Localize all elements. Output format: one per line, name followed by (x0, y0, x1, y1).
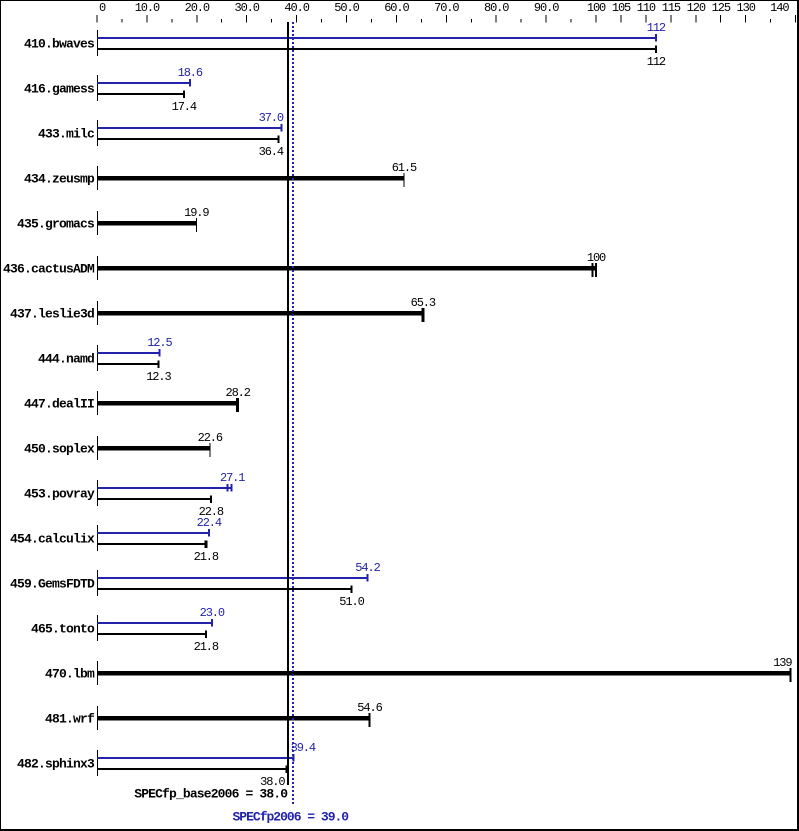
svg-text:120: 120 (687, 1, 706, 15)
svg-text:112: 112 (647, 55, 666, 69)
svg-text:436.cactusADM: 436.cactusADM (3, 262, 95, 277)
svg-text:10.0: 10.0 (135, 1, 160, 15)
svg-text:470.lbm: 470.lbm (45, 667, 95, 682)
svg-text:444.namd: 444.namd (38, 352, 94, 367)
svg-text:20.0: 20.0 (185, 1, 210, 15)
svg-text:22.4: 22.4 (197, 516, 222, 530)
svg-text:0: 0 (99, 1, 106, 15)
svg-text:17.4: 17.4 (172, 100, 197, 114)
svg-text:100: 100 (587, 251, 606, 265)
svg-text:433.milc: 433.milc (38, 127, 95, 142)
svg-text:36.4: 36.4 (259, 145, 284, 159)
svg-text:12.5: 12.5 (147, 336, 172, 350)
svg-text:65.3: 65.3 (411, 296, 436, 310)
svg-text:SPECfp_base2006 = 38.0: SPECfp_base2006 = 38.0 (134, 787, 288, 802)
svg-text:61.5: 61.5 (392, 161, 417, 175)
svg-text:27.1: 27.1 (220, 471, 245, 485)
svg-text:454.calculix: 454.calculix (10, 532, 95, 547)
svg-text:100: 100 (587, 1, 606, 15)
svg-text:50.0: 50.0 (334, 1, 359, 15)
svg-text:18.6: 18.6 (178, 66, 203, 80)
svg-text:SPECfp2006 = 39.0: SPECfp2006 = 39.0 (232, 809, 349, 824)
svg-text:459.GemsFDTD: 459.GemsFDTD (10, 577, 95, 592)
svg-text:447.dealII: 447.dealII (24, 397, 94, 412)
svg-text:105: 105 (612, 1, 631, 15)
svg-text:435.gromacs: 435.gromacs (17, 217, 95, 232)
svg-text:23.0: 23.0 (200, 606, 225, 620)
svg-text:110: 110 (637, 1, 656, 15)
svg-text:90.0: 90.0 (534, 1, 559, 15)
svg-text:125: 125 (712, 1, 731, 15)
svg-text:12.3: 12.3 (146, 370, 171, 384)
svg-text:115: 115 (662, 1, 681, 15)
svg-text:465.tonto: 465.tonto (31, 622, 95, 637)
svg-text:453.povray: 453.povray (24, 487, 95, 502)
svg-text:450.soplex: 450.soplex (24, 442, 95, 457)
svg-text:39.4: 39.4 (291, 741, 316, 755)
svg-text:130: 130 (737, 1, 756, 15)
svg-text:437.leslie3d: 437.leslie3d (10, 307, 94, 322)
svg-text:30.0: 30.0 (234, 1, 259, 15)
svg-text:28.2: 28.2 (225, 386, 250, 400)
svg-text:80.0: 80.0 (484, 1, 509, 15)
svg-text:140: 140 (770, 1, 789, 15)
svg-text:54.2: 54.2 (355, 561, 380, 575)
svg-text:37.0: 37.0 (259, 111, 284, 125)
svg-text:416.gamess: 416.gamess (24, 82, 95, 97)
svg-text:19.9: 19.9 (184, 206, 209, 220)
svg-text:54.6: 54.6 (357, 701, 382, 715)
svg-text:70.0: 70.0 (434, 1, 459, 15)
svg-text:481.wrf: 481.wrf (45, 712, 95, 727)
svg-text:22.8: 22.8 (199, 505, 224, 519)
svg-text:112: 112 (647, 21, 666, 35)
svg-text:482.sphinx3: 482.sphinx3 (17, 757, 95, 772)
svg-text:410.bwaves: 410.bwaves (24, 37, 95, 52)
svg-text:434.zeusmp: 434.zeusmp (24, 172, 95, 187)
svg-text:38.0: 38.0 (260, 775, 285, 789)
svg-text:22.6: 22.6 (198, 431, 223, 445)
svg-text:21.8: 21.8 (194, 640, 219, 654)
svg-text:21.8: 21.8 (194, 550, 219, 564)
svg-text:139: 139 (773, 656, 792, 670)
svg-text:51.0: 51.0 (339, 595, 364, 609)
svg-text:60.0: 60.0 (384, 1, 409, 15)
svg-text:40.0: 40.0 (284, 1, 309, 15)
